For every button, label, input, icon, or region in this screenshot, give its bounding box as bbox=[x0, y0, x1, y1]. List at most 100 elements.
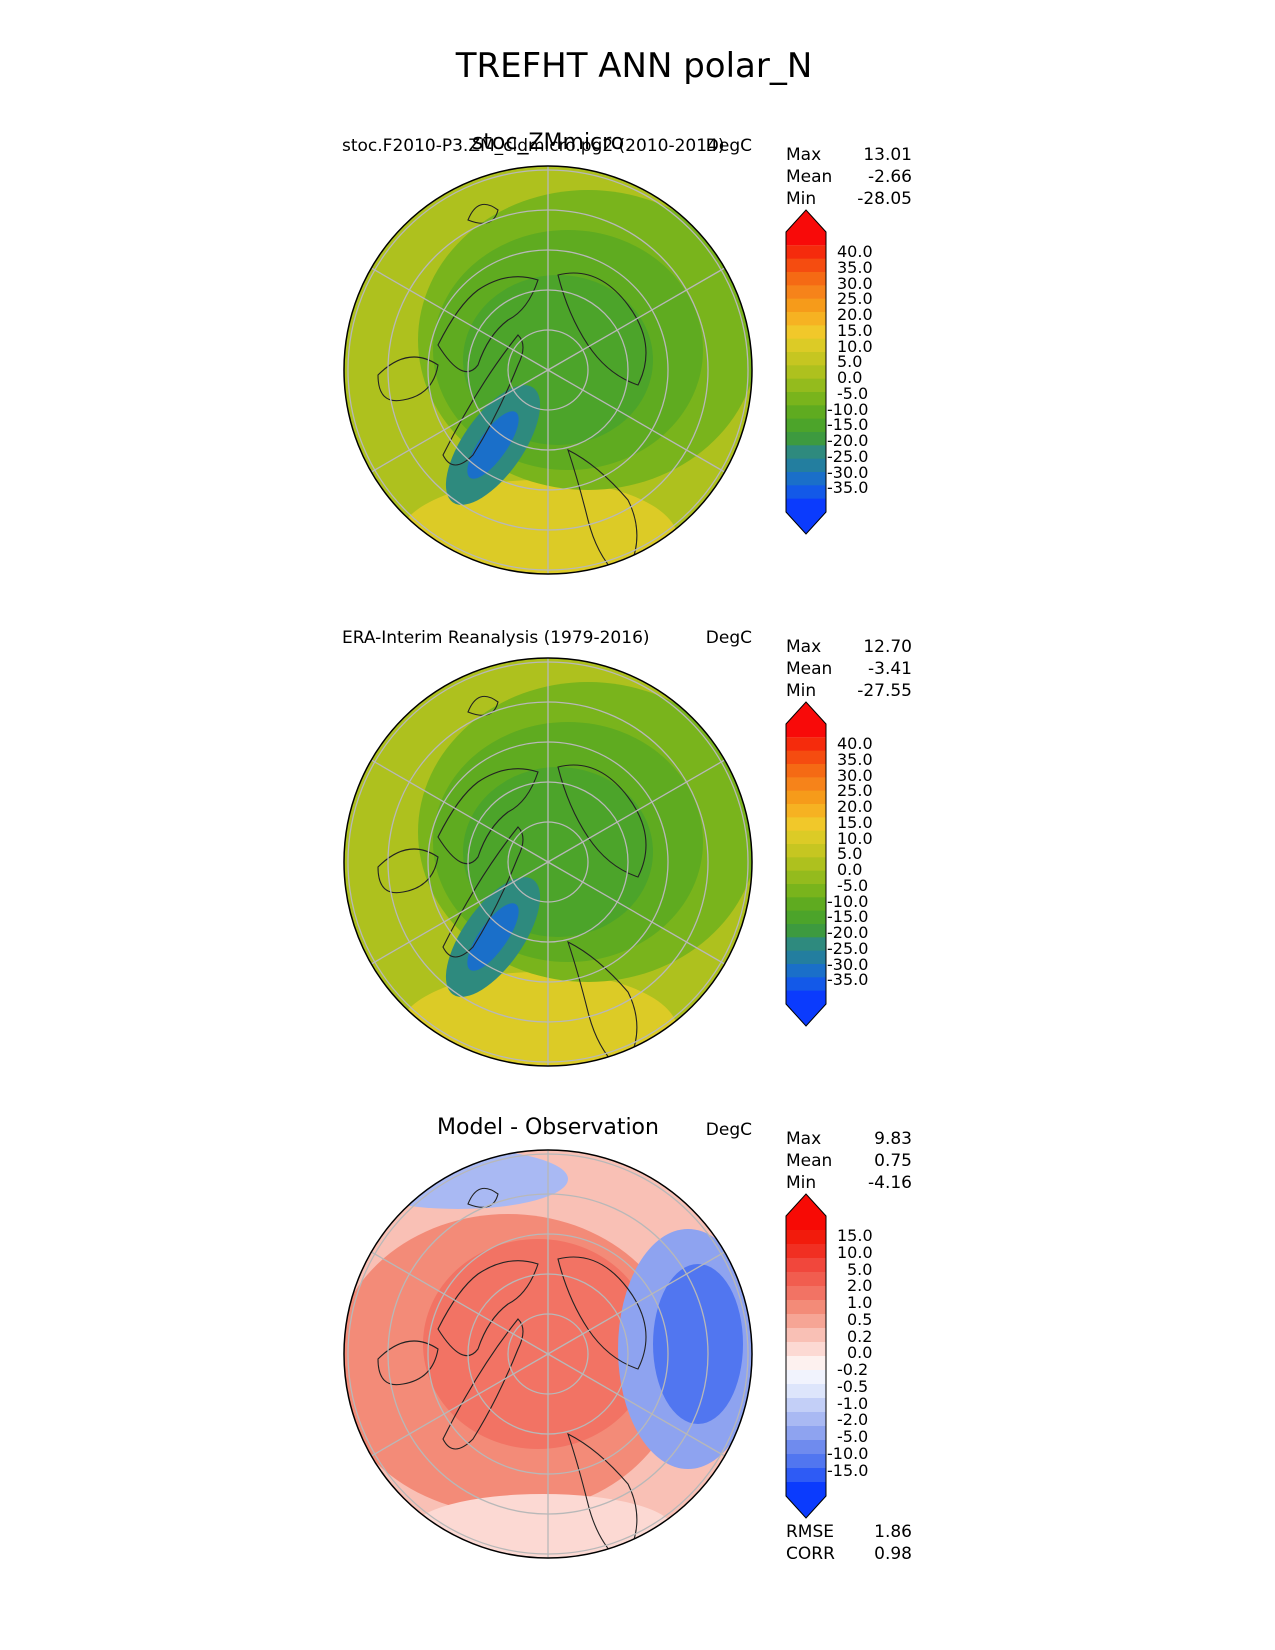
colorbar-tick-label: 2.0 bbox=[847, 1276, 872, 1295]
coastline bbox=[557, 272, 647, 386]
colorbar-tick-label: 15.0 bbox=[837, 321, 873, 340]
colorbar-band bbox=[786, 990, 826, 1026]
colorbar-tick-label: -10.0 bbox=[827, 1444, 868, 1463]
colorbar-tick-label: 0.2 bbox=[847, 1327, 872, 1346]
stat-label: CORR bbox=[786, 1544, 835, 1564]
coastline bbox=[567, 940, 638, 1066]
colorbar-tick-label: 35.0 bbox=[837, 258, 873, 277]
meridian-line bbox=[547, 1251, 725, 1355]
panel-model-stats: Max 13.01 Mean -2.66 Min -28.05 bbox=[786, 145, 912, 209]
stat-value: -27.55 bbox=[857, 681, 912, 701]
field-warm-south bbox=[398, 972, 678, 1066]
panel-observation-units: DegC bbox=[706, 628, 752, 648]
colorbar-tick-label: 0.0 bbox=[837, 860, 862, 879]
stat-value: -2.66 bbox=[868, 167, 912, 187]
meridian-line bbox=[371, 369, 549, 473]
coastline bbox=[467, 1187, 499, 1208]
colorbar-tick-label: -5.0 bbox=[837, 876, 868, 895]
stat-value: 13.01 bbox=[863, 145, 912, 165]
panel-model-left-title: stoc.F2010-P3.ZM_cldmicro.pg2 (2010-2014… bbox=[342, 136, 724, 156]
field-warm-south bbox=[398, 480, 678, 574]
colorbar-tick-label: 10.0 bbox=[837, 337, 873, 356]
figure-title: TREFHT ANN polar_N bbox=[455, 46, 813, 86]
colorbar-band bbox=[786, 1482, 826, 1518]
stat-value: -4.16 bbox=[868, 1173, 912, 1193]
colorbar-tick-label: -10.0 bbox=[827, 400, 868, 419]
colorbar-band bbox=[786, 298, 826, 313]
colorbar-tick-label: 15.0 bbox=[837, 813, 873, 832]
stat-label: Max bbox=[786, 145, 821, 165]
colorbar-tick-label: -25.0 bbox=[827, 447, 868, 466]
colorbar-band bbox=[786, 445, 826, 460]
colorbar-tick-label: 35.0 bbox=[837, 750, 873, 769]
colorbar-tick-label: 15.0 bbox=[837, 1226, 873, 1245]
colorbar-tick-label: -5.0 bbox=[837, 384, 868, 403]
panel-difference-center-title: Model - Observation bbox=[437, 1115, 659, 1140]
meridian-line bbox=[547, 1353, 725, 1457]
panel-model-units: DegC bbox=[706, 136, 752, 156]
stat-value: 1.86 bbox=[874, 1522, 912, 1542]
colorbar-band bbox=[786, 258, 826, 273]
colorbar-band bbox=[786, 844, 826, 858]
colorbar-band bbox=[786, 365, 826, 380]
panel-difference-stats: Max 9.83 Mean 0.75 Min -4.16 bbox=[786, 1129, 912, 1193]
colorbar-band bbox=[786, 1272, 826, 1287]
colorbar-band bbox=[786, 884, 826, 898]
coastline bbox=[557, 1256, 647, 1370]
colorbar-tick-label: -5.0 bbox=[837, 1427, 868, 1446]
panel-model-center-title: stoc_ZMmicro bbox=[472, 130, 624, 155]
colorbar-tick-label: 25.0 bbox=[837, 781, 873, 800]
meridian-line bbox=[547, 369, 725, 473]
colorbar-tick-label: -1.0 bbox=[837, 1394, 868, 1413]
colorbar-tick-label: -15.0 bbox=[827, 907, 868, 926]
colorbar-tick-label: -15.0 bbox=[827, 415, 868, 434]
colorbar-band bbox=[786, 338, 826, 353]
colorbar-band bbox=[786, 1440, 826, 1455]
panel-model-colorbar-ticks: 40.0 35.0 30.0 25.0 20.0 15.0 10.0 5.0 0… bbox=[827, 242, 873, 497]
panel-model-map-boundary bbox=[343, 165, 753, 575]
colorbar-tick-label: -30.0 bbox=[827, 955, 868, 974]
colorbar-band bbox=[786, 378, 826, 393]
colorbar-tick-label: 20.0 bbox=[837, 305, 873, 324]
colorbar-tick-label: 5.0 bbox=[847, 1260, 872, 1279]
stat-label: RMSE bbox=[786, 1522, 834, 1542]
colorbar-tick-label: -15.0 bbox=[827, 1461, 868, 1480]
stat-value: -28.05 bbox=[857, 189, 912, 209]
colorbar-band bbox=[786, 924, 826, 938]
stat-label: Mean bbox=[786, 167, 832, 187]
colorbar-tick-label: 0.0 bbox=[847, 1343, 872, 1362]
coastline bbox=[442, 826, 524, 958]
colorbar-tick-label: 0.0 bbox=[837, 368, 862, 387]
panel-observation-map bbox=[344, 658, 752, 1066]
colorbar-band bbox=[786, 1244, 826, 1259]
colorbar-band bbox=[786, 285, 826, 300]
colorbar-band bbox=[786, 937, 826, 952]
coastline bbox=[437, 1260, 539, 1357]
coastline bbox=[467, 203, 499, 224]
colorbar-band bbox=[786, 1426, 826, 1441]
colorbar-band bbox=[786, 777, 826, 792]
colorbar-band bbox=[786, 1342, 826, 1357]
panel-model-colorbar bbox=[785, 209, 827, 535]
panel-observation: ERA-Interim Reanalysis (1979-2016) DegC … bbox=[342, 628, 912, 1067]
stat-label: Max bbox=[786, 637, 821, 657]
colorbar-tick-label: 25.0 bbox=[837, 289, 873, 308]
meridian-line bbox=[371, 861, 549, 965]
panel-difference-units: DegC bbox=[706, 1120, 752, 1140]
panel-observation-colorbar-ticks: 40.0 35.0 30.0 25.0 20.0 15.0 10.0 5.0 0… bbox=[827, 734, 873, 989]
coastline bbox=[467, 695, 499, 716]
panel-difference-map-boundary bbox=[343, 1149, 753, 1559]
colorbar-band bbox=[786, 352, 826, 366]
meridian-line bbox=[371, 1251, 549, 1355]
coastline bbox=[442, 334, 524, 466]
colorbar-band bbox=[786, 432, 826, 446]
colorbar-tick-label: 20.0 bbox=[837, 797, 873, 816]
colorbar-band bbox=[786, 910, 826, 925]
colorbar-tick-label: 10.0 bbox=[837, 1243, 873, 1262]
panel-difference-graticule bbox=[347, 1150, 749, 1558]
stat-value: 0.98 bbox=[874, 1544, 912, 1564]
colorbar-band bbox=[786, 1328, 826, 1343]
colorbar-band bbox=[786, 804, 826, 818]
colorbar-tick-label: -0.2 bbox=[837, 1360, 868, 1379]
